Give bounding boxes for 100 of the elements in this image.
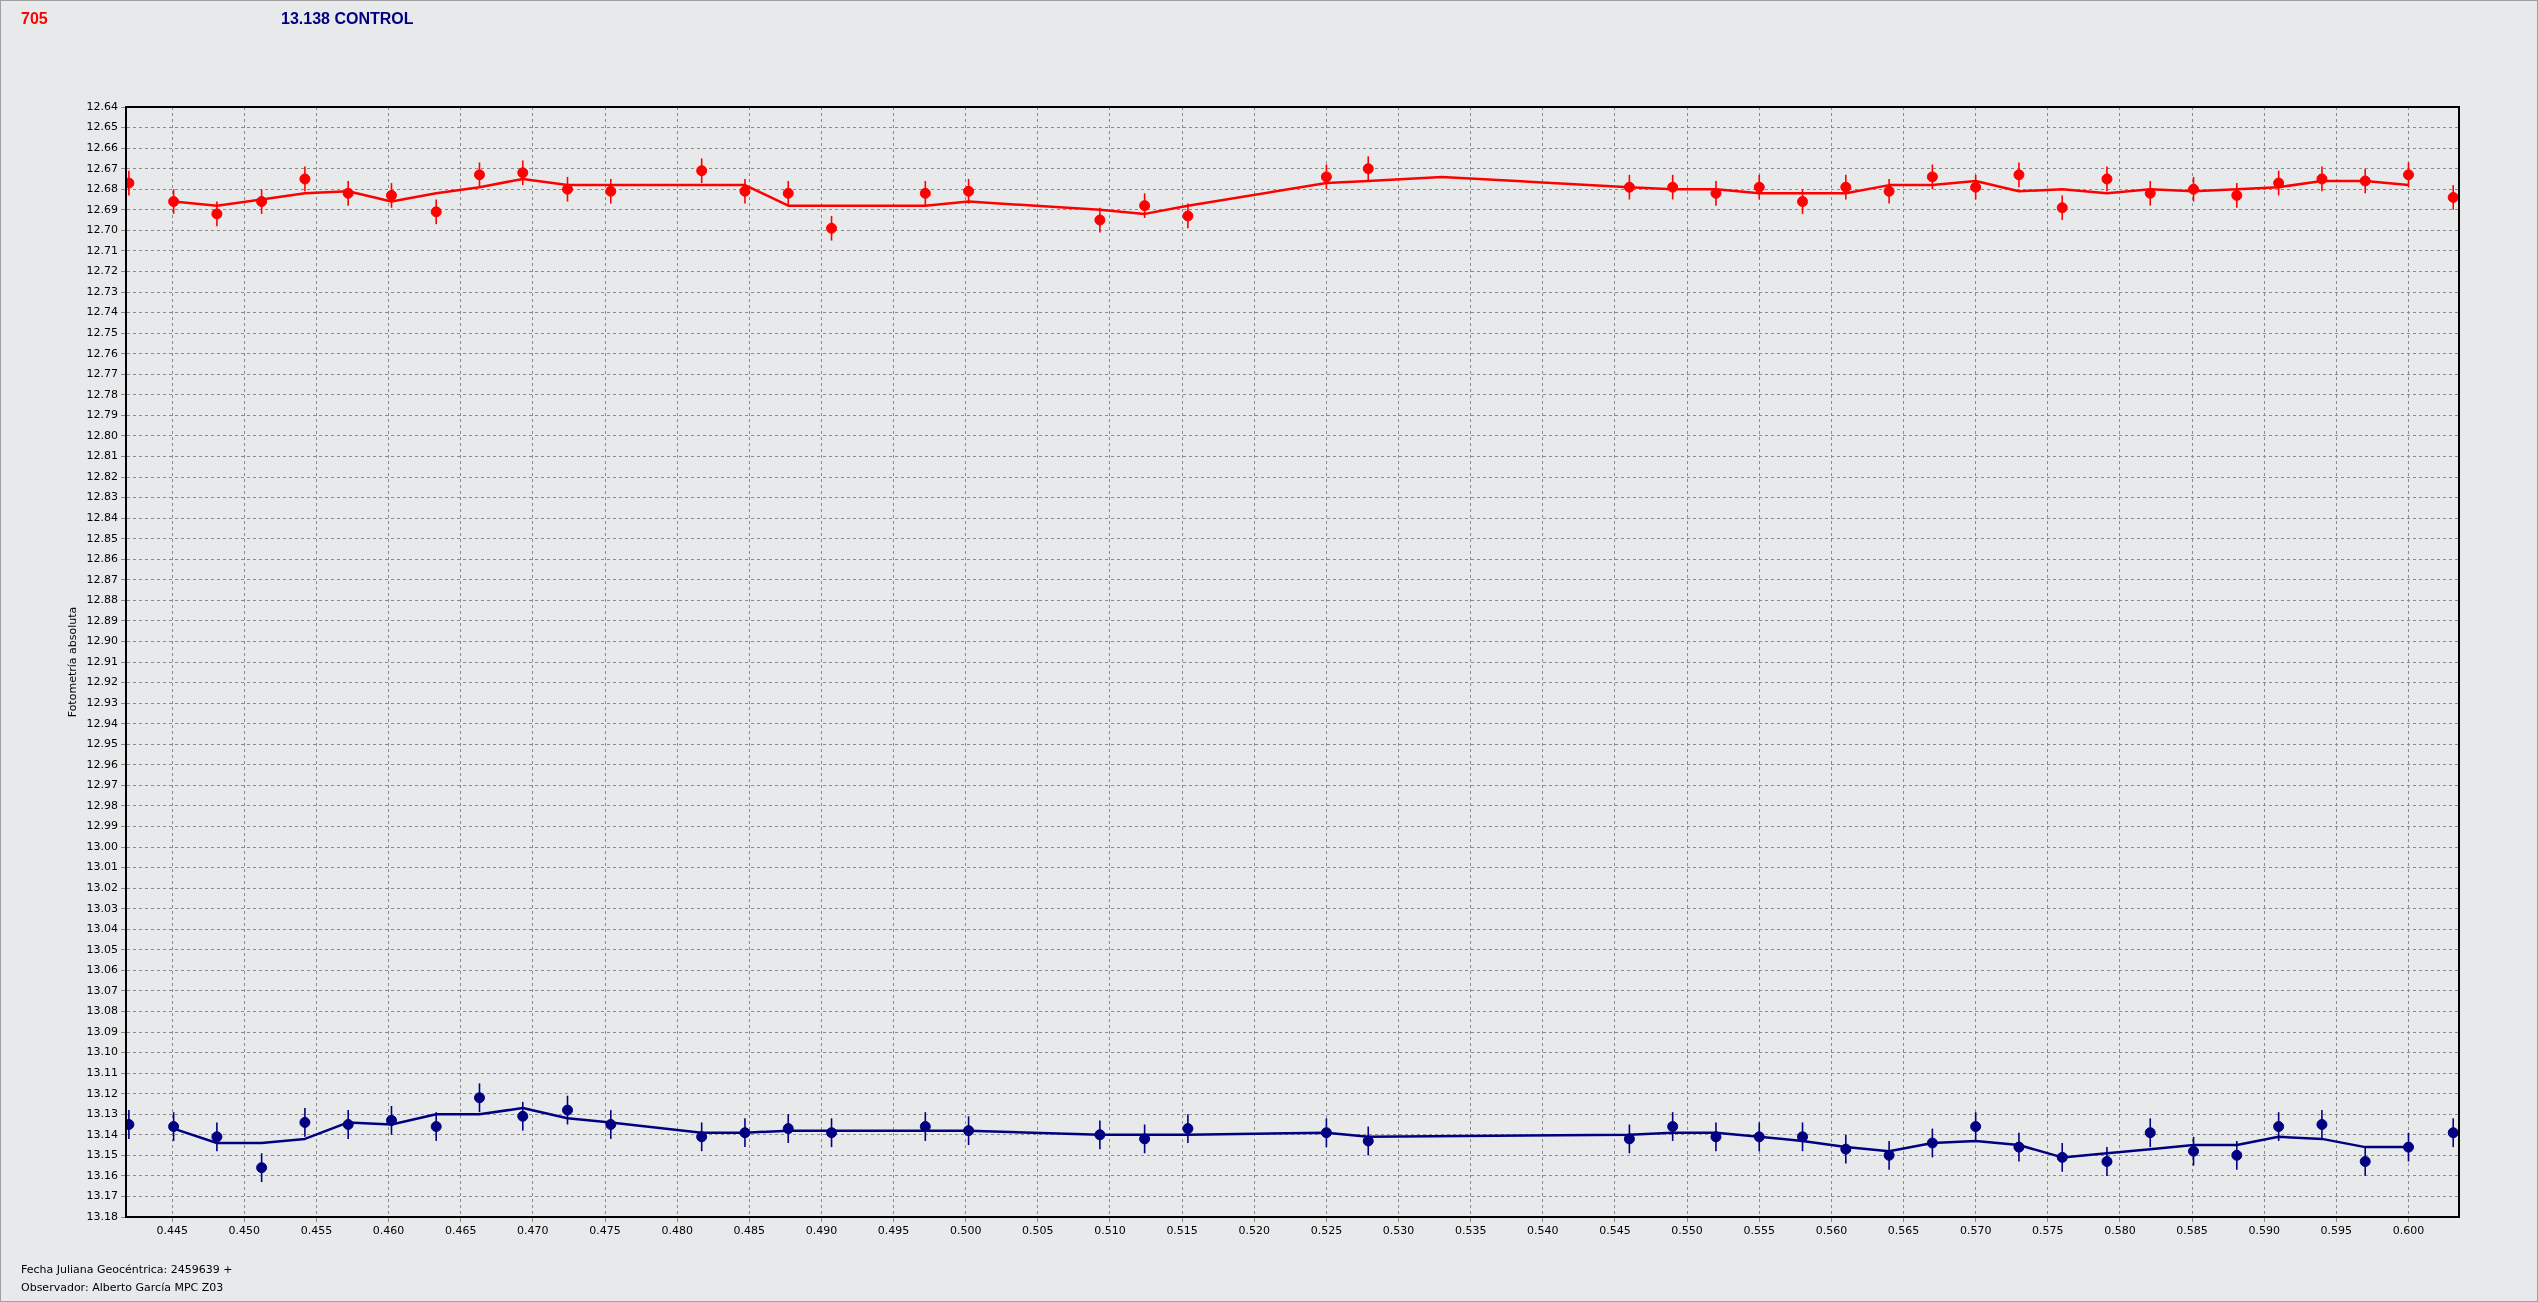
y-tick-label: 12.94 [86, 716, 118, 730]
point [2273, 1121, 2285, 1133]
point [168, 196, 180, 208]
point [739, 185, 751, 197]
point [517, 1110, 529, 1122]
y-tick-label: 13.04 [86, 922, 118, 936]
y-tick-label: 12.96 [86, 757, 118, 771]
point [1320, 1127, 1332, 1139]
y-tick-label: 12.82 [86, 469, 118, 483]
point [2403, 169, 2414, 181]
x-tick-label: 0.495 [877, 1224, 910, 1238]
y-tick-label: 12.64 [86, 99, 118, 113]
y-tick-label: 12.70 [86, 223, 118, 237]
point [782, 187, 794, 199]
y-tick-label: 12.71 [86, 243, 118, 257]
x-tick-label: 0.485 [733, 1224, 766, 1238]
point [299, 1116, 311, 1128]
y-tick-label: 13.16 [86, 1168, 118, 1182]
point [1710, 1131, 1722, 1143]
point [2447, 191, 2459, 203]
point [2013, 169, 2025, 181]
y-tick-label: 12.88 [86, 593, 118, 607]
y-tick-label: 12.68 [86, 182, 118, 196]
point [342, 187, 354, 199]
x-tick-label: 0.560 [1815, 1224, 1848, 1238]
y-tick-label: 12.69 [86, 202, 118, 216]
point [2359, 1156, 2371, 1167]
y-tick-label: 12.77 [86, 367, 118, 381]
x-tick-label: 0.580 [2104, 1224, 2136, 1238]
point [2316, 173, 2328, 185]
x-tick-label: 0.520 [1238, 1224, 1271, 1238]
point [1926, 171, 1938, 183]
point [826, 222, 838, 234]
point [211, 208, 223, 220]
y-tick-label: 13.18 [86, 1209, 118, 1223]
point [2447, 1127, 2459, 1139]
y-tick-label: 12.66 [86, 140, 118, 154]
point [385, 1114, 397, 1126]
point [2273, 177, 2285, 189]
point [1182, 210, 1194, 222]
y-tick-label: 12.80 [86, 428, 118, 442]
point [2144, 187, 2156, 199]
point [605, 1119, 617, 1130]
point [1623, 181, 1635, 193]
point [739, 1127, 751, 1139]
x-tick-label: 0.595 [2320, 1224, 2353, 1238]
text: 705 [21, 10, 48, 28]
x-tick-label: 0.550 [1671, 1224, 1703, 1238]
point [562, 1104, 573, 1116]
x-tick-label: 0.455 [300, 1224, 333, 1238]
point [1883, 185, 1895, 197]
point [2316, 1119, 2328, 1130]
point [1667, 1121, 1679, 1133]
point [517, 167, 529, 179]
y-tick-label: 13.10 [86, 1045, 118, 1059]
y-tick-label: 13.13 [86, 1107, 118, 1121]
point [473, 169, 485, 181]
point [299, 173, 311, 185]
y-axis-title: Fotometría absoluta [66, 606, 80, 718]
y-tick-label: 13.00 [86, 839, 118, 853]
y-tick-label: 12.72 [86, 264, 118, 278]
x-tick-label: 0.525 [1310, 1224, 1343, 1238]
y-tick-label: 12.91 [86, 654, 118, 668]
y-tick-label: 13.01 [86, 860, 118, 874]
point [1753, 181, 1765, 193]
x-tick-label: 0.600 [2392, 1224, 2425, 1238]
y-tick-label: 12.81 [86, 449, 118, 463]
point [256, 1162, 268, 1174]
point [1362, 1135, 1374, 1147]
point [2056, 202, 2068, 214]
point [919, 187, 931, 199]
text: 13.138 CONTROL [281, 10, 414, 28]
x-tick-label: 0.490 [805, 1224, 838, 1238]
y-tick-label: 13.14 [86, 1127, 118, 1141]
y-tick-label: 13.11 [86, 1065, 118, 1079]
x-tick-label: 0.585 [2176, 1224, 2208, 1238]
point [1840, 181, 1852, 193]
point [2056, 1151, 2068, 1163]
x-tick-label: 0.575 [2032, 1224, 2064, 1238]
point [1094, 214, 1106, 226]
x-tick-label: 0.530 [1382, 1224, 1415, 1238]
y-tick-label: 12.92 [86, 675, 118, 689]
x-tick-label: 0.445 [156, 1224, 188, 1238]
point [1797, 1131, 1809, 1143]
point [826, 1127, 838, 1139]
x-tick-label: 0.540 [1527, 1224, 1559, 1238]
point [1753, 1131, 1765, 1143]
point [1320, 171, 1332, 183]
y-tick-label: 12.98 [86, 798, 118, 812]
point [1623, 1133, 1635, 1145]
x-tick-label: 0.535 [1454, 1224, 1487, 1238]
y-tick-label: 13.07 [86, 983, 118, 997]
y-tick-label: 12.90 [86, 634, 118, 648]
x-tick-label: 0.450 [228, 1224, 261, 1238]
point [2231, 189, 2243, 201]
x-tick-label: 0.505 [1022, 1224, 1054, 1238]
y-tick-label: 12.65 [86, 120, 118, 134]
x-tick-label: 0.510 [1094, 1224, 1126, 1238]
point [696, 165, 708, 177]
y-tick-label: 13.09 [86, 1024, 118, 1038]
